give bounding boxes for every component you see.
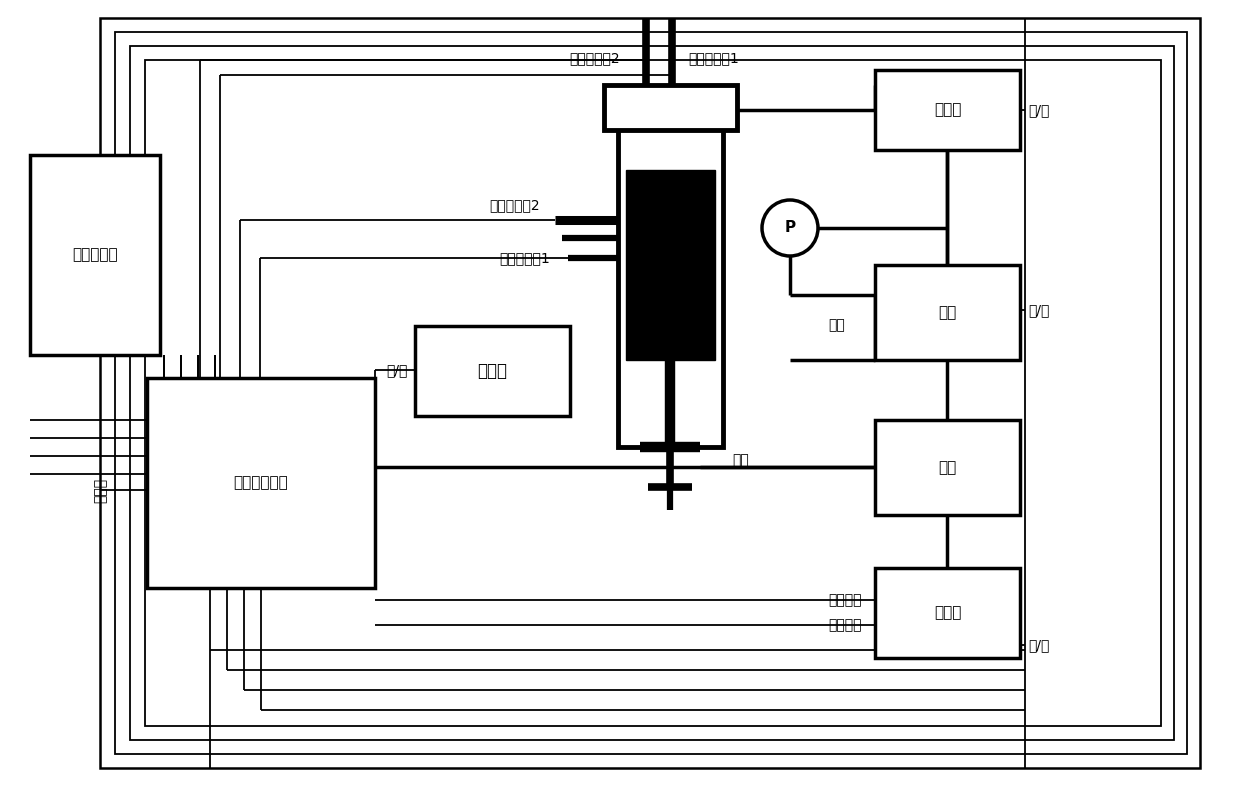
Text: 温度传感器2: 温度传感器2 xyxy=(569,51,620,65)
Bar xyxy=(100,18,1200,768)
Text: 加热片: 加热片 xyxy=(477,362,507,380)
Text: 启/停: 启/停 xyxy=(1028,303,1049,317)
Bar xyxy=(875,265,1021,360)
Text: 油压: 油压 xyxy=(828,318,844,332)
Bar xyxy=(115,32,1187,754)
Text: 压力传感器2: 压力传感器2 xyxy=(490,198,539,212)
Text: 电机: 电机 xyxy=(939,460,956,475)
Circle shape xyxy=(763,200,818,256)
Text: 启/停: 启/停 xyxy=(1028,638,1049,652)
Text: 压力传感器1: 压力传感器1 xyxy=(688,51,739,65)
Text: 曲轴: 曲轴 xyxy=(732,453,749,467)
Text: 油泵: 油泵 xyxy=(939,305,956,320)
Bar xyxy=(148,378,374,588)
Bar xyxy=(875,70,1021,150)
Text: 显示触摸屏: 显示触摸屏 xyxy=(72,248,118,263)
Text: 启/停: 启/停 xyxy=(387,363,408,377)
Bar xyxy=(618,112,723,447)
Bar xyxy=(415,326,570,416)
Text: P: P xyxy=(785,221,796,236)
Text: 电磁阀: 电磁阀 xyxy=(934,102,961,117)
Text: 转速输入: 转速输入 xyxy=(828,618,862,632)
Text: 变频器: 变频器 xyxy=(934,605,961,620)
Bar xyxy=(626,170,715,360)
Text: 模拟控制单元: 模拟控制单元 xyxy=(233,476,289,490)
Bar xyxy=(875,420,1021,515)
Bar xyxy=(30,155,160,355)
Bar xyxy=(875,568,1021,658)
Text: 启/停: 启/停 xyxy=(1028,103,1049,117)
Bar xyxy=(145,60,1161,726)
Text: 转速反馈: 转速反馈 xyxy=(828,593,862,607)
Text: 以太网: 以太网 xyxy=(93,477,107,502)
Bar xyxy=(604,85,737,130)
Bar xyxy=(130,46,1174,740)
Text: 温度传感器1: 温度传感器1 xyxy=(500,251,551,265)
